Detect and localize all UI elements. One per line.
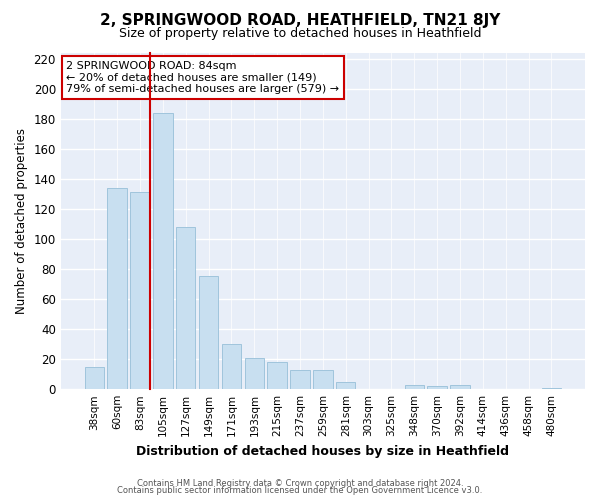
Bar [542,388,561,389]
Bar [199,276,218,389]
Bar [313,370,332,389]
Text: 2 SPRINGWOOD ROAD: 84sqm
← 20% of detached houses are smaller (149)
79% of semi-: 2 SPRINGWOOD ROAD: 84sqm ← 20% of detach… [66,61,339,94]
Bar [107,188,127,389]
Bar [176,227,196,389]
Bar [130,192,150,389]
Bar [268,362,287,389]
Bar [85,366,104,389]
Bar [404,384,424,389]
Text: Contains HM Land Registry data © Crown copyright and database right 2024.: Contains HM Land Registry data © Crown c… [137,478,463,488]
Bar [290,370,310,389]
Bar [222,344,241,389]
Y-axis label: Number of detached properties: Number of detached properties [15,128,28,314]
Text: Size of property relative to detached houses in Heathfield: Size of property relative to detached ho… [119,28,481,40]
Bar [336,382,355,389]
Text: Contains public sector information licensed under the Open Government Licence v3: Contains public sector information licen… [118,486,482,495]
Bar [427,386,447,389]
Bar [245,358,264,389]
X-axis label: Distribution of detached houses by size in Heathfield: Distribution of detached houses by size … [136,444,509,458]
Text: 2, SPRINGWOOD ROAD, HEATHFIELD, TN21 8JY: 2, SPRINGWOOD ROAD, HEATHFIELD, TN21 8JY [100,12,500,28]
Bar [451,384,470,389]
Bar [153,112,173,389]
